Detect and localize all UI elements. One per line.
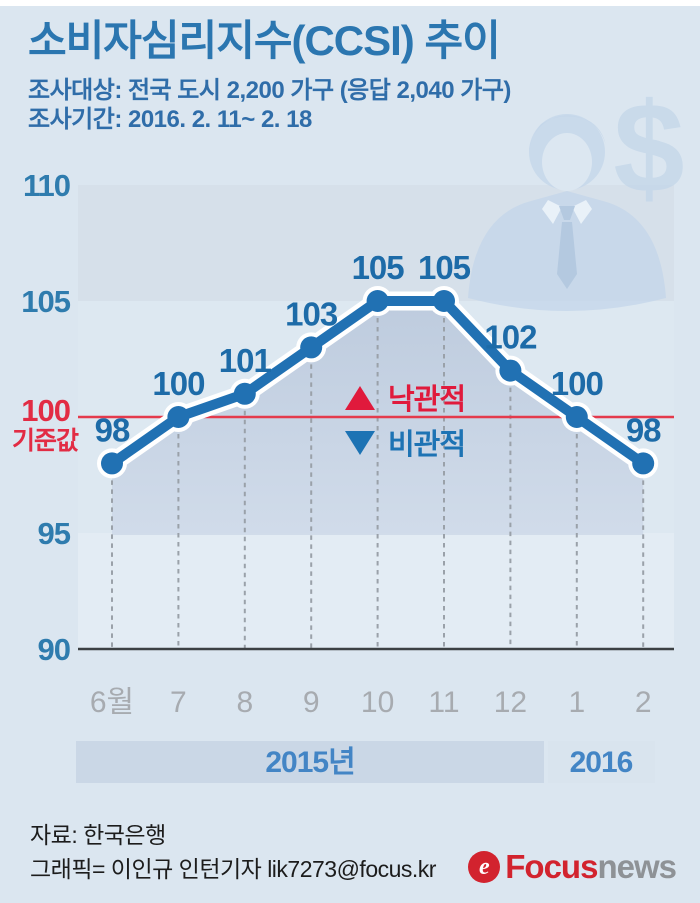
y-tick: 110 (23, 168, 70, 203)
baseline-label: 기준값 (12, 427, 79, 455)
logo-suffix-text: news (597, 848, 677, 885)
year-band-2015 (76, 741, 544, 783)
data-point (167, 406, 190, 428)
down-triangle-icon (345, 431, 375, 455)
top-white-strip (0, 0, 700, 6)
year-bands: 2015년 2016 (76, 741, 655, 783)
y-tick: 90 (38, 632, 70, 667)
data-point (499, 359, 522, 382)
data-point (101, 452, 123, 475)
x-axis-month-labels: 6월 7 8 9 10 11 12 1 2 (90, 686, 652, 719)
month-label: 7 (170, 686, 187, 719)
data-point (433, 290, 455, 312)
survey-target-line: 조사대상: 전국 도시 2,200 가구 (응답 2,040 가구) (28, 77, 511, 104)
page-title: 소비자심리지수(CCSI) 추이 (28, 17, 501, 64)
watermark-face (542, 133, 592, 191)
focusnews-logo-icon: e (468, 851, 501, 883)
data-point (233, 382, 256, 405)
legend: 낙관적 비관적 (345, 383, 466, 461)
survey-info: 조사대상: 전국 도시 2,200 가구 (응답 2,040 가구) 조사기간:… (28, 76, 511, 134)
month-label: 11 (428, 686, 459, 719)
up-triangle-icon (345, 386, 375, 410)
value-label: 105 (352, 249, 405, 286)
value-label: 100 (551, 365, 603, 402)
watermark-tie (557, 206, 577, 289)
watermark-collar (542, 200, 592, 224)
legend-optimistic-label: 낙관적 (388, 383, 465, 416)
month-label: 10 (361, 686, 394, 719)
month-label: 1 (568, 686, 585, 719)
focusnews-logo: e Focus news (468, 848, 677, 886)
footer: 자료: 한국은행 그래픽= 이인규 인턴기자 lik7273@focus.kr (30, 818, 436, 886)
year-band-2016 (548, 741, 655, 783)
y-tick: 95 (38, 516, 71, 551)
line-series (97, 286, 659, 479)
dollar-watermark-icon: $ (613, 77, 684, 220)
businessman-watermark-icon: $ (468, 77, 685, 311)
band-90-95 (78, 533, 674, 649)
value-label: 105 (418, 249, 471, 286)
month-label: 12 (494, 686, 527, 719)
year-2016-label: 2016 (570, 746, 633, 779)
value-label: 102 (484, 319, 537, 356)
value-label: 101 (219, 342, 272, 379)
month-label: 2 (635, 686, 652, 719)
survey-period-line: 조사기간: 2016. 2. 11~ 2. 18 (28, 106, 312, 133)
y-axis-ticks: 110 105 100 95 90 (21, 168, 71, 667)
value-labels: 98 100 101 103 105 105 102 100 98 (95, 249, 663, 448)
value-label: 98 (626, 411, 661, 448)
credit-line: 그래픽= 이인규 인턴기자 lik7273@focus.kr (30, 856, 436, 882)
value-label: 103 (285, 295, 338, 332)
month-label: 6월 (90, 686, 134, 719)
source-line: 자료: 한국은행 (30, 822, 166, 848)
month-label: 9 (303, 686, 320, 719)
data-point (565, 406, 588, 428)
data-point (366, 290, 389, 312)
year-2015-label: 2015년 (265, 746, 354, 779)
month-label: 8 (236, 686, 253, 719)
legend-pessimistic-label: 비관적 (388, 428, 465, 461)
y-tick: 105 (21, 284, 70, 319)
value-label: 98 (95, 411, 130, 448)
value-label: 100 (152, 365, 204, 402)
data-point (632, 452, 655, 475)
logo-brand-text: Focus (505, 848, 598, 885)
header: 소비자심리지수(CCSI) 추이 조사대상: 전국 도시 2,200 가구 (응… (28, 18, 511, 134)
dashed-gridlines (111, 318, 645, 649)
data-point (300, 336, 323, 359)
y-tick-baseline: 100 (21, 393, 70, 428)
